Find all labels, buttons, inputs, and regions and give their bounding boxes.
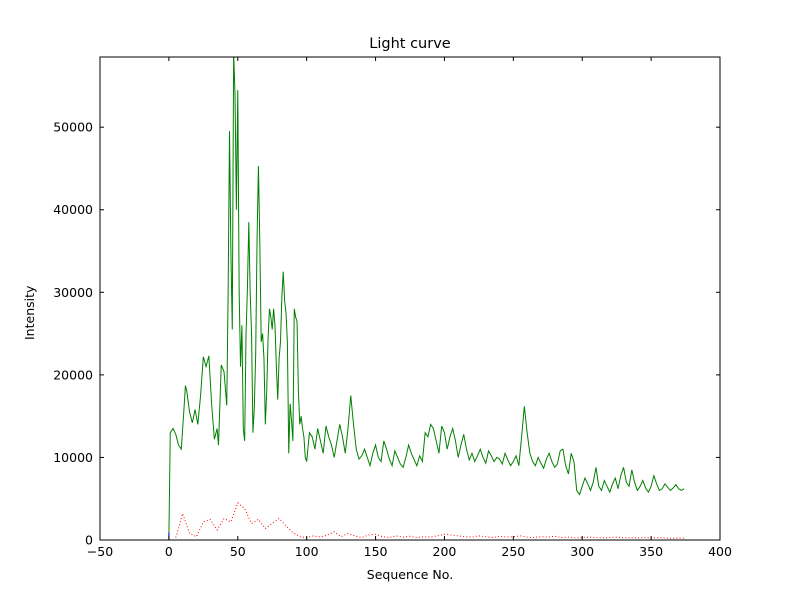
x-tick-label: 200 [433, 544, 457, 559]
y-tick-label: 40000 [53, 202, 93, 217]
x-tick-label: 400 [708, 544, 732, 559]
y-tick-label: 30000 [53, 285, 93, 300]
chart-title: Light curve [369, 36, 451, 52]
x-tick-label: 50 [230, 544, 246, 559]
x-tick-label: 250 [501, 544, 525, 559]
x-tick-label: 350 [639, 544, 663, 559]
axes-frame [99, 56, 721, 541]
y-tick-label: 50000 [53, 120, 93, 135]
series-background-level [175, 502, 686, 539]
x-tick-label: 150 [364, 544, 388, 559]
x-tick-label: 0 [165, 544, 173, 559]
x-tick-label: 100 [295, 544, 319, 559]
y-tick-label: 20000 [53, 367, 93, 382]
y-tick-label: 0 [85, 533, 93, 548]
series-intensity-main [168, 57, 685, 537]
y-tick-label: 10000 [53, 450, 93, 465]
x-axis-label: Sequence No. [366, 567, 454, 582]
x-tick-label: 300 [570, 544, 594, 559]
x-tick-label: −50 [87, 544, 113, 559]
